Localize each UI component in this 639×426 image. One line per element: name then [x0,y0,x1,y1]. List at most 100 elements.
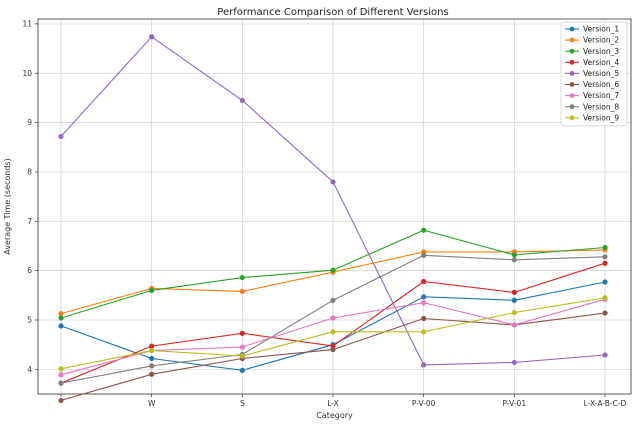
data-point [149,347,155,354]
x-axis-ticks: W S L-X P-V-00 P-V-01 L-X-A-B-C-D [60,394,627,408]
legend-item: Version_2 [565,36,619,45]
data-point [421,278,427,285]
data-point [421,362,427,368]
data-point [511,309,517,316]
data-point [149,363,155,369]
data-point [58,133,64,140]
data-point [511,289,517,295]
data-point [330,179,336,185]
data-point [239,274,245,281]
legend-marker [569,115,575,121]
data-point [421,227,427,233]
legend-box [560,21,628,127]
legend-marker [569,82,575,87]
data-point [602,260,608,266]
legend-marker [569,48,575,54]
legend-item: Version_8 [565,102,619,111]
y-tick-label: 5 [27,316,32,325]
series-version-3 [58,227,608,321]
data-point [511,257,517,263]
series-version-9 [58,295,608,372]
data-point [602,254,608,260]
legend-label: Version_5 [583,69,619,78]
data-point [149,287,155,293]
legend-item: Version_9 [565,113,619,122]
legend-label: Version_2 [583,36,619,45]
data-point [511,252,517,258]
data-point [58,397,64,404]
data-point [421,294,427,300]
legend-label: Version_7 [583,91,619,100]
legend-item: Version_7 [565,91,619,100]
series-version-5 [58,34,608,368]
legend-marker [569,93,575,98]
legend-label: Version_4 [583,58,619,67]
data-point [330,315,336,321]
series-group [58,34,608,404]
legend-marker [569,37,575,43]
legend-marker [569,26,575,32]
legend-item: Version_5 [565,69,619,78]
chart-title: Performance Comparison of Different Vers… [217,7,448,18]
data-point [421,329,427,335]
legend-label: Version_9 [583,113,619,122]
data-point [511,322,517,328]
data-point [421,315,427,322]
legend-item: Version_1 [565,25,619,34]
y-tick-label: 11 [22,20,32,29]
legend-marker [569,104,575,110]
y-tick-label: 8 [27,168,32,177]
y-axis-label: Average Time (seconds) [3,158,12,254]
legend-item: Version_3 [565,47,619,56]
data-point [330,346,336,353]
data-point [58,323,64,329]
x-tick-label: P-V-01 [503,399,527,408]
data-point [58,315,64,321]
data-point [239,288,245,294]
data-point [421,300,427,306]
data-point [239,367,245,373]
x-tick-label: L-X-A-B-C-D [584,399,627,408]
y-axis-ticks: 4 5 6 7 8 9 10 11 [22,20,38,374]
y-tick-label: 7 [27,217,32,226]
legend-item: Version_4 [565,58,619,67]
x-tick-label: P-V-00 [412,399,436,408]
legend-label: Version_3 [583,47,619,56]
y-tick-label: 4 [27,365,32,374]
legend-marker [569,59,575,65]
data-point [602,295,608,301]
data-point [239,330,245,336]
y-tick-label: 9 [27,118,32,127]
data-point [330,297,336,303]
data-point [239,344,245,350]
data-point [58,310,64,317]
plot-area [37,18,632,395]
data-point [330,267,336,273]
legend-marker [569,71,575,76]
x-tick-label: W [148,399,156,408]
data-point [330,329,336,335]
data-point [239,353,245,359]
data-point [602,352,608,358]
data-point [149,343,155,349]
data-point [602,279,608,285]
x-tick-label: L-X [327,399,339,408]
legend-label: Version_1 [583,25,619,34]
data-point [149,371,155,377]
data-point [58,366,64,372]
legend-label: Version_6 [583,80,619,89]
x-axis-label: Category [316,411,353,420]
x-tick-label: S [240,399,245,408]
data-point [239,97,245,104]
legend-label: Version_8 [583,102,619,111]
data-point [602,310,608,316]
data-point [511,359,517,366]
data-point [58,380,64,386]
y-tick-label: 6 [27,266,32,275]
y-tick-label: 10 [22,69,32,78]
data-point [58,372,64,378]
grid-lines [38,19,631,394]
data-point [421,252,427,258]
data-point [511,297,517,303]
